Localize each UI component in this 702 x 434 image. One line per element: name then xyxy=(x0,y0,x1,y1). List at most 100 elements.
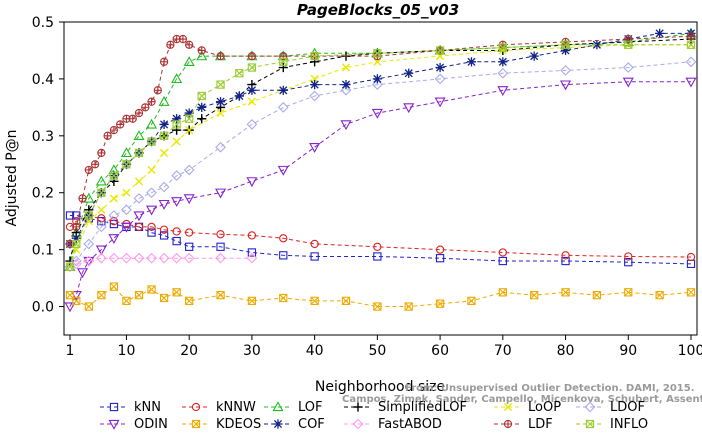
data-point xyxy=(171,170,183,182)
x-tick-label: 60 xyxy=(431,343,449,359)
data-point xyxy=(122,296,131,306)
data-point xyxy=(65,256,75,266)
data-point xyxy=(109,282,119,291)
y-tick-label: 0.4 xyxy=(32,72,54,88)
data-point xyxy=(78,194,87,203)
plot-frame xyxy=(63,21,698,336)
legend-item-ldf: LDF xyxy=(494,417,553,432)
data-point xyxy=(172,125,182,135)
data-point xyxy=(109,402,119,412)
data-point xyxy=(159,148,169,157)
data-point xyxy=(141,103,150,112)
watermark: From: Unsupervised Outlier Detection. DA… xyxy=(342,383,702,405)
data-point xyxy=(310,296,319,306)
data-point xyxy=(146,118,158,129)
data-point xyxy=(310,51,319,61)
series-cof xyxy=(65,28,696,249)
data-point xyxy=(341,63,351,72)
data-point xyxy=(310,80,320,90)
data-point xyxy=(686,252,696,262)
data-point xyxy=(624,252,633,261)
data-point xyxy=(561,256,570,266)
data-point xyxy=(183,164,195,176)
data-point xyxy=(83,255,95,267)
data-point xyxy=(159,293,169,303)
data-point xyxy=(103,131,112,140)
legend-label: INFLO xyxy=(610,417,648,432)
data-point xyxy=(133,211,145,222)
data-point xyxy=(64,302,76,313)
data-point xyxy=(277,101,289,113)
x-tick-label: 70 xyxy=(494,343,512,359)
data-point xyxy=(404,302,413,311)
data-point xyxy=(147,285,156,294)
data-point xyxy=(497,67,509,79)
data-point xyxy=(134,177,144,186)
series-line xyxy=(69,257,252,268)
data-point xyxy=(121,252,132,264)
data-point xyxy=(97,205,106,214)
data-point xyxy=(128,114,137,123)
data-point xyxy=(503,419,513,429)
data-point xyxy=(147,228,156,237)
data-point xyxy=(373,252,382,261)
legend-item-loop: LoOP xyxy=(494,400,561,415)
data-point xyxy=(466,57,477,67)
data-point xyxy=(216,108,225,118)
data-point xyxy=(373,242,382,251)
data-point xyxy=(108,419,120,430)
data-point xyxy=(247,97,257,106)
data-point xyxy=(109,217,119,226)
data-point xyxy=(624,288,633,297)
data-point xyxy=(97,217,106,226)
legend: kNN kNNW LOF SimplifiedLOF LoOP LDOF ODIN KDEOS… xyxy=(100,400,648,432)
data-point xyxy=(435,46,445,55)
series-odin xyxy=(64,77,697,313)
data-point xyxy=(95,221,107,233)
legend-label: kNNW xyxy=(216,400,256,415)
x-tick-label: 1 xyxy=(66,343,75,359)
series-line xyxy=(69,38,692,262)
data-point xyxy=(65,291,75,300)
data-point xyxy=(70,255,82,267)
x-axis-label: Neighborhood size xyxy=(315,379,445,395)
data-point xyxy=(503,402,513,412)
y-tick-label: 0.5 xyxy=(32,15,54,31)
data-point xyxy=(172,227,181,236)
data-point xyxy=(122,160,131,169)
data-point xyxy=(71,233,81,243)
watermark-line-2: Campos, Zimek, Sander, Campello, Micenko… xyxy=(342,394,702,405)
series-line xyxy=(69,35,692,245)
data-point xyxy=(185,228,194,237)
data-point xyxy=(247,63,257,72)
data-point xyxy=(310,252,319,261)
data-point xyxy=(435,254,445,263)
data-point xyxy=(622,77,634,88)
data-point xyxy=(655,28,665,38)
chart-title: PageBlocks_05_v03 xyxy=(297,1,459,19)
data-point xyxy=(72,222,81,232)
data-point xyxy=(561,40,570,49)
data-point xyxy=(309,143,321,153)
data-point xyxy=(435,62,445,73)
data-point xyxy=(196,50,208,61)
data-point xyxy=(197,114,207,124)
data-point xyxy=(116,120,125,129)
series-line xyxy=(70,215,692,265)
legend-item-odin: ODIN xyxy=(100,417,168,432)
data-point xyxy=(498,256,507,266)
data-point xyxy=(158,95,170,106)
series-line xyxy=(69,44,691,267)
data-point xyxy=(147,165,156,175)
data-point xyxy=(467,296,476,306)
data-point xyxy=(147,222,156,232)
data-point xyxy=(435,299,445,308)
y-tick-label: 0.3 xyxy=(32,129,54,145)
legend-label: SimplifiedLOF xyxy=(378,400,467,415)
data-point xyxy=(72,296,81,306)
data-point xyxy=(246,252,258,264)
data-point xyxy=(97,148,106,158)
data-point xyxy=(341,296,351,306)
data-point xyxy=(159,119,169,130)
